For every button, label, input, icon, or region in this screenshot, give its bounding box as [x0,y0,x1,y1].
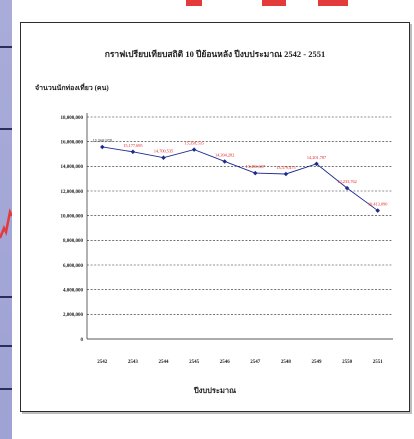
x-tick-label: 2551 [373,360,384,365]
strip-tick [0,345,12,347]
data-point [222,159,227,164]
data-label: 15,358,535 [184,141,203,147]
x-tick-label: 2546 [220,360,231,365]
x-tick-label: 2547 [250,360,260,365]
data-label: 15,177,695 [123,143,142,149]
x-tick-label: 2543 [128,360,138,365]
x-tick-label: 2550 [342,360,353,365]
x-tick-label: 2542 [97,360,108,365]
y-tick-label: 0 [81,338,84,343]
left-decor-strip [0,0,12,439]
data-point [253,170,258,176]
strip-tick [0,128,12,130]
y-tick-label: 6,000,000 [63,264,84,269]
data-label: 14,201,787 [307,155,327,161]
y-tick-label: 2,000,000 [63,313,84,318]
data-point [191,147,197,152]
x-tick-label: 2548 [281,360,292,365]
chart-frame: กราฟเปรียบเทียบสถิติ 10 ปีย้อนหลัง ปีงบป… [20,22,410,412]
data-label: 13,450,607 [246,164,266,170]
x-tick-label: 2544 [159,360,170,365]
data-label: 13,379,475 [276,165,295,171]
y-tick-label: 18,000,000 [61,116,84,121]
top-red-fragment [318,0,348,6]
y-tick-label: 14,000,000 [61,165,84,170]
chart-title: กราฟเปรียบเทียบสถิติ 10 ปีย้อนหลัง ปีงบป… [104,49,326,59]
top-red-fragment [186,0,202,6]
strip-tick [0,296,12,298]
y-tick-label: 16,000,000 [61,140,84,145]
data-point [161,155,166,160]
data-point [314,161,319,167]
data-label: 14,700,535 [154,149,173,155]
line-chart: 0 2,000,000 4,000,000 6,000,000 8,000,000 10,… [61,113,393,365]
data-label: 10,413,090 [368,202,387,208]
strip-tick [0,388,12,390]
y-tick-label: 10,000,000 [61,214,84,219]
y-tick-label: 12,000,000 [61,190,84,195]
strip-red-mark [0,208,12,239]
data-label: 15,568,978 [93,138,112,144]
strip-tick [0,46,12,48]
data-label: 14,394,282 [215,152,234,158]
data-point [375,208,380,213]
top-red-fragment [262,0,286,6]
y-tick-label: 4,000,000 [63,288,84,293]
data-point [283,171,289,177]
y-axis-label: จำนวนนักท่องเที่ยว (คน) [35,84,109,92]
data-label: 12,233,762 [337,179,356,185]
x-tick-label: 2545 [189,360,200,365]
x-tick-label: 2549 [312,360,323,365]
x-axis-label: ปีงบประมาณ [193,386,237,395]
series-line [102,146,378,211]
data-point [130,149,136,155]
data-point [344,185,350,191]
y-tick-label: 8,000,000 [63,239,84,244]
data-point [100,144,105,150]
